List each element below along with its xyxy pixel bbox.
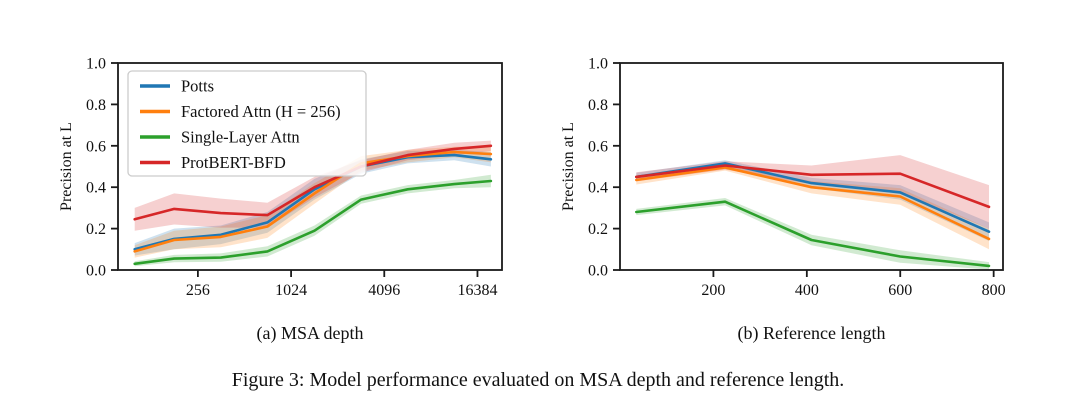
y-tick-label: 1.0: [588, 56, 608, 73]
series-line-factored-attn-h-256: [133, 150, 493, 253]
series-line-single-layer-attn: [133, 179, 493, 266]
y-tick-label: 0.0: [588, 263, 608, 280]
chart-b-canvas: 200 400 600 800 0.0 0.2 0.4 0.6 0.8 1.0 Precision …: [560, 56, 1006, 300]
chart-a-canvas: 256 1024 4096 16384 0.0 0.2 0.4 0.6 0.8 1.0 Precis…: [58, 56, 503, 299]
x-tick-label: 800: [982, 282, 1006, 299]
x-tick-label: 400: [795, 282, 819, 299]
plot-border: [117, 62, 503, 271]
series-line-protbert-bfd: [635, 164, 991, 209]
x-tick-label: 256: [186, 282, 210, 299]
band-factored-attn-h-256: [134, 145, 491, 258]
y-axis-label: Precision at L: [560, 122, 577, 211]
chart-msa-depth: 256 1024 4096 16384 0.0 0.2 0.4 0.6 0.8 1.0 Precis…: [0, 0, 538, 312]
y-tick-label: 0.4: [588, 180, 608, 197]
series-line-potts: [133, 153, 493, 251]
y-tick-label: 1.0: [86, 56, 106, 73]
subcaption-a: (a) MSA depth: [256, 323, 364, 343]
series-line-potts: [635, 162, 991, 233]
y-tick-label: 0.4: [86, 180, 106, 197]
legend-box: [127, 70, 367, 177]
legend-label-factored-attn-h-256: Factored Attn (H = 256): [181, 102, 341, 121]
legend-label-single-layer-attn: Single-Layer Attn: [181, 128, 300, 147]
band-potts: [134, 149, 491, 256]
band-single-layer-attn: [636, 198, 989, 270]
x-tick-label: 200: [701, 282, 725, 299]
y-tick-label: 0.6: [86, 138, 106, 155]
legend-label-potts: Potts: [181, 77, 214, 96]
series-line-protbert-bfd: [133, 144, 493, 221]
y-tick-label: 0.8: [588, 97, 608, 114]
y-tick-label: 0.8: [86, 97, 106, 114]
y-tick-label: 0.2: [588, 221, 608, 238]
plot-border: [619, 62, 1004, 271]
x-tick-label: 1024: [275, 282, 307, 299]
y-tick-label: 0.2: [86, 221, 106, 238]
chart-reference-length: 200 400 600 800 0.0 0.2 0.4 0.6 0.8 1.0 Precision …: [538, 0, 1076, 312]
figure-caption: Figure 3: Model performance evaluated on…: [231, 369, 845, 391]
y-axis-label: Precision at L: [58, 122, 75, 211]
series-line-factored-attn-h-256: [635, 166, 991, 241]
legend-label-protbert-bfd: ProtBERT-BFD: [181, 153, 286, 172]
series-line-single-layer-attn: [635, 200, 991, 268]
x-tick-label: 4096: [368, 282, 400, 299]
subcaption-b: (b) Reference length: [737, 323, 886, 343]
y-tick-label: 0.6: [588, 138, 608, 155]
x-tick-label: 16384: [457, 282, 497, 299]
band-protbert-bfd: [134, 140, 491, 231]
x-tick-label: 600: [888, 282, 912, 299]
y-tick-label: 0.0: [86, 263, 106, 280]
